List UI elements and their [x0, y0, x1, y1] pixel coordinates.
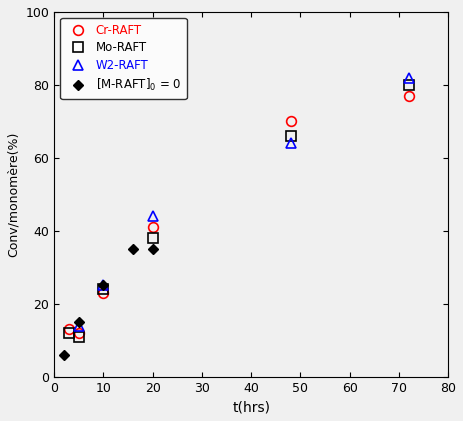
X-axis label: t(hrs): t(hrs) — [232, 400, 270, 414]
Legend: Cr-RAFT, Mo-RAFT, W2-RAFT, [M-RAFT]$_0$ = 0: Cr-RAFT, Mo-RAFT, W2-RAFT, [M-RAFT]$_0$ … — [60, 18, 187, 99]
Y-axis label: Conv/monomère(%): Conv/monomère(%) — [7, 132, 20, 257]
